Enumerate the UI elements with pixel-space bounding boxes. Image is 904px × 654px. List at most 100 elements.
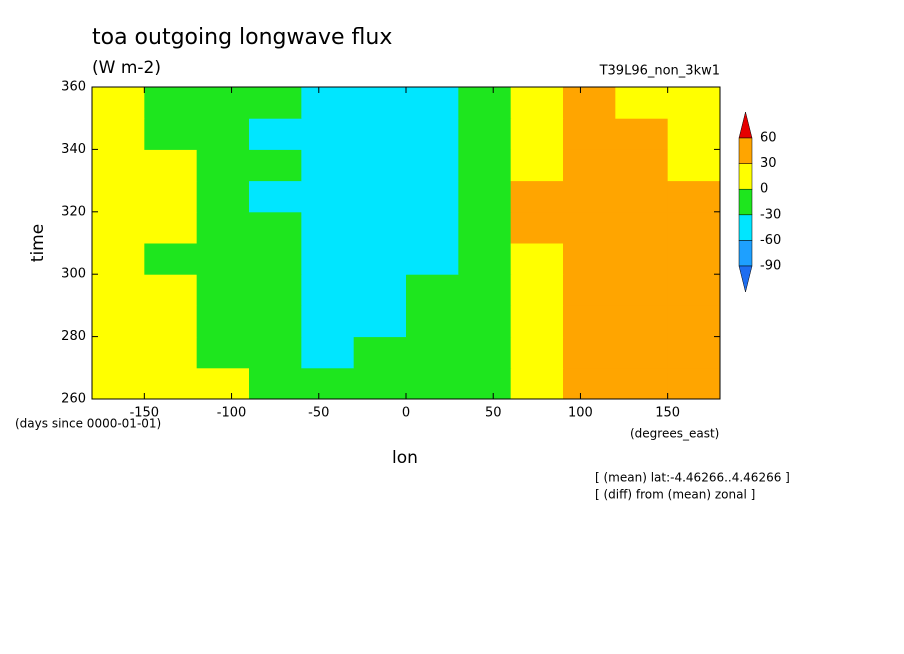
cell [249,87,302,119]
cell [667,367,721,400]
cell [353,367,407,400]
cell [353,305,407,338]
cell [563,243,616,275]
cell [615,87,669,119]
cell [249,118,302,150]
cell [301,211,355,244]
cell [406,336,459,369]
cell [510,367,564,400]
cell [353,336,407,369]
cell [563,274,616,306]
cell [301,149,355,182]
cell [196,180,250,213]
cell [353,274,407,306]
cell [196,243,250,275]
cell [667,274,721,306]
cell [615,118,669,150]
note: [ (mean) lat:-4.46266..4.46266 ] [595,471,790,485]
x-tick-label: 100 [568,406,593,421]
colorbar-label: -30 [760,207,781,222]
cell [249,367,302,400]
cell [458,149,512,182]
y-tick-label: 360 [61,80,86,95]
cell [249,149,302,182]
cell [92,367,145,400]
cell [196,118,250,150]
cell [92,243,145,275]
cell [510,243,564,275]
cell [92,87,145,119]
cell [406,118,459,150]
cell [196,149,250,182]
cell [301,367,355,400]
cell [667,118,721,150]
cell [92,336,145,369]
cell [406,305,459,338]
cell [144,211,198,244]
cell [144,118,198,150]
cell [406,211,459,244]
cell [563,87,616,119]
cell [563,305,616,338]
cell [510,180,564,213]
cell [458,243,512,275]
y-tick-label: 320 [61,204,86,219]
y-units: (days since 0000-01-01) [15,417,161,431]
cell [353,211,407,244]
cell [144,243,198,275]
cell [615,180,669,213]
cell [667,305,721,338]
cell [458,274,512,306]
cell [615,274,669,306]
cell [406,274,459,306]
cell [353,243,407,275]
cell [196,211,250,244]
x-tick-label: 150 [655,406,680,421]
y-axis-label: time [28,224,48,262]
cell [301,243,355,275]
cell [301,118,355,150]
cell [458,211,512,244]
cell [92,211,145,244]
cell [667,180,721,213]
colorbar-box [738,137,753,164]
cell [458,180,512,213]
cell [249,211,302,244]
cell [510,118,564,150]
y-tick-label: 260 [61,392,86,407]
colorbar-label: -90 [760,259,781,274]
cell [353,118,407,150]
cell [406,243,459,275]
x-tick-label: 0 [402,406,410,421]
x-units: (degrees_east) [630,427,719,441]
cell [563,149,616,182]
cell [510,149,564,182]
colorbar-box [738,188,753,216]
chart-subtitle: (W m-2) [92,58,161,78]
colorbar-label: -60 [760,233,781,248]
cell [353,149,407,182]
cell [92,274,145,306]
chart-title: toa outgoing longwave flux [92,25,392,50]
cell [563,211,616,244]
x-tick-label: -150 [130,406,160,421]
run-label: T39L96_non_3kw1 [599,64,720,79]
cell [615,305,669,338]
x-tick-label: -100 [217,406,247,421]
cell [249,336,302,369]
cell [615,211,669,244]
colorbar-label: 0 [760,182,768,197]
colorbar-box [738,214,753,241]
x-tick-label: -50 [308,406,329,421]
cell [510,87,564,119]
cell [196,305,250,338]
y-tick-label: 300 [61,267,86,282]
cell [301,336,355,369]
cell [510,274,564,306]
cell [92,149,145,182]
cell [615,367,669,400]
y-tick-label: 280 [61,329,86,344]
x-tick-label: 50 [485,406,502,421]
cell [144,149,198,182]
